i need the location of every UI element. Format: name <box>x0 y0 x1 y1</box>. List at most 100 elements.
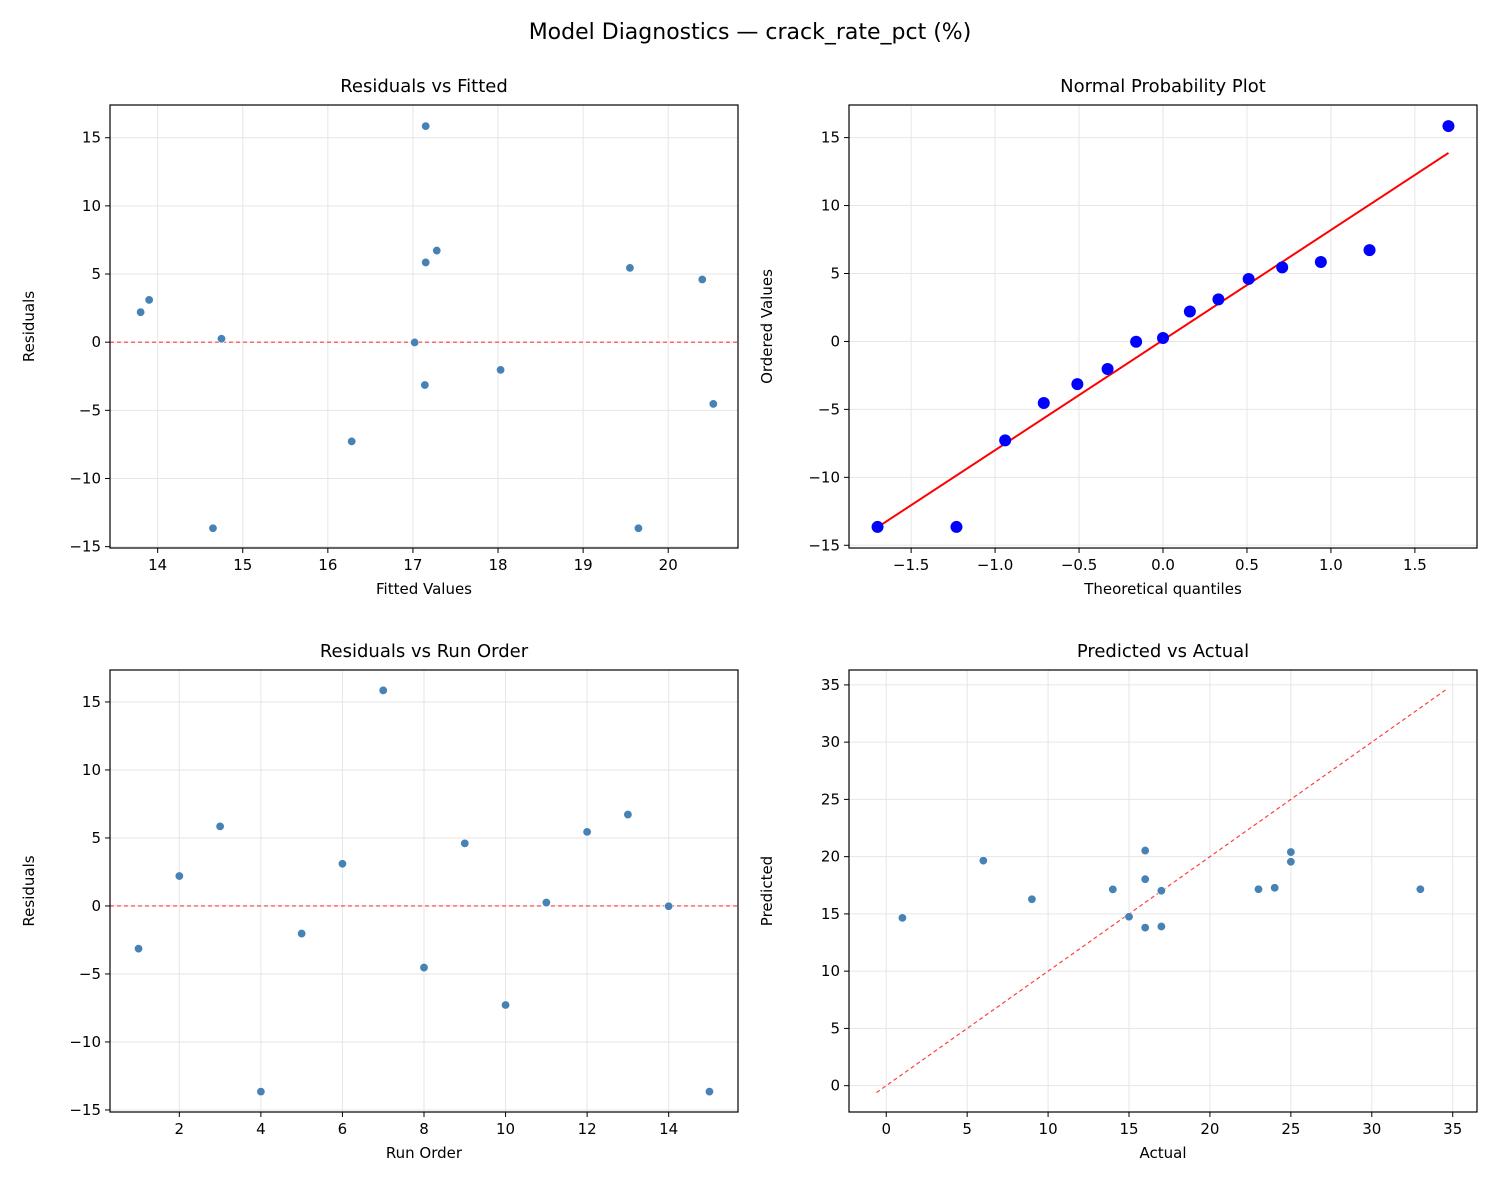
data-point <box>623 810 633 820</box>
data-point <box>1124 912 1134 922</box>
x-tick-label: −1.0 <box>977 556 1013 574</box>
data-point <box>999 434 1012 447</box>
y-tick-label: 35 <box>821 676 840 694</box>
data-point <box>460 838 470 848</box>
y-tick-label: 10 <box>821 962 840 980</box>
y-tick-label: 5 <box>830 1019 840 1037</box>
y-tick-label: −15 <box>69 1101 101 1119</box>
data-point <box>897 913 907 923</box>
y-tick-label: −5 <box>79 965 101 983</box>
x-axis-label: Actual <box>1140 1144 1187 1162</box>
data-point <box>1363 244 1376 257</box>
subplot-4: 0 5 10 15 20 25 30 35 0 5 10 15 20 25 30 35 Predicted vs… <box>758 641 1478 1162</box>
y-tick-label: 5 <box>830 265 840 283</box>
x-tick-label: 16 <box>318 556 337 574</box>
y-tick-label: −10 <box>808 468 840 486</box>
y-tick-label: 25 <box>821 790 840 808</box>
y-tick-label: 0 <box>91 333 101 351</box>
x-tick-label: −1.5 <box>893 556 929 574</box>
y-axis-label: Ordered Values <box>758 269 776 384</box>
data-point <box>337 859 347 869</box>
subplot-title: Predicted vs Actual <box>1077 641 1249 662</box>
data-point <box>625 263 635 273</box>
data-point <box>1027 894 1037 904</box>
data-point <box>216 334 226 344</box>
data-point <box>1156 886 1166 896</box>
data-point <box>1314 255 1327 268</box>
data-point <box>1276 261 1289 274</box>
x-tick-label: 4 <box>256 1120 266 1138</box>
x-tick-label: 19 <box>574 556 593 574</box>
data-point <box>871 520 884 533</box>
data-point <box>420 380 430 390</box>
data-point <box>541 898 551 908</box>
x-tick-label: 1.0 <box>1319 556 1343 574</box>
y-tick-label: −5 <box>79 401 101 419</box>
x-tick-label: 20 <box>1200 1120 1219 1138</box>
data-point <box>1071 378 1084 391</box>
y-axis-label: Residuals <box>20 855 38 926</box>
y-tick-label: 5 <box>91 829 101 847</box>
data-point <box>1037 397 1050 410</box>
x-tick-label: 12 <box>578 1120 597 1138</box>
data-point <box>1242 272 1255 285</box>
x-tick-label: 35 <box>1443 1120 1462 1138</box>
x-tick-label: 0.0 <box>1151 556 1175 574</box>
data-point <box>256 1087 266 1097</box>
y-tick-label: 10 <box>821 197 840 215</box>
data-point <box>501 1000 511 1010</box>
x-axis-label: Theoretical quantiles <box>1083 580 1242 598</box>
data-point <box>1442 120 1455 133</box>
data-point <box>704 1087 714 1097</box>
data-point <box>582 827 592 837</box>
x-tick-label: 15 <box>1119 1120 1138 1138</box>
x-tick-label: −0.5 <box>1061 556 1097 574</box>
x-tick-label: 14 <box>659 1120 678 1138</box>
data-point <box>208 523 218 533</box>
subplot-1: 14 15 16 17 18 19 20 −15 −10 −5 0 5 10 15 Residuals vs… <box>20 76 739 598</box>
y-tick-label: −15 <box>69 538 101 556</box>
x-axis-label: Run Order <box>386 1144 463 1162</box>
data-point <box>297 929 307 939</box>
data-point <box>1140 846 1150 856</box>
x-tick-label: 8 <box>419 1120 429 1138</box>
data-point <box>136 307 146 317</box>
y-tick-label: −10 <box>69 469 101 487</box>
data-point <box>174 871 184 881</box>
data-point <box>708 399 718 409</box>
axes-frame <box>109 104 739 549</box>
data-point <box>1183 305 1196 318</box>
x-axis-label: Fitted Values <box>376 580 472 598</box>
x-tick-label: 17 <box>403 556 422 574</box>
data-point <box>1415 884 1425 894</box>
data-point <box>633 523 643 533</box>
y-tick-label: 15 <box>821 129 840 147</box>
axes-frame <box>109 669 739 1113</box>
data-point <box>144 295 154 305</box>
data-point <box>1253 884 1263 894</box>
data-point <box>1130 335 1143 348</box>
data-point <box>215 821 225 831</box>
y-tick-label: 10 <box>82 761 101 779</box>
x-tick-label: 1.5 <box>1403 556 1427 574</box>
y-tick-label: 15 <box>82 129 101 147</box>
y-axis-label: Predicted <box>758 856 776 926</box>
data-point <box>664 901 674 911</box>
data-point <box>1156 921 1166 931</box>
data-point <box>1140 874 1150 884</box>
identity-reference-line <box>876 688 1447 1094</box>
data-point <box>1270 883 1280 893</box>
x-tick-label: 25 <box>1281 1120 1300 1138</box>
data-point <box>697 274 707 284</box>
data-point <box>1286 847 1296 857</box>
x-tick-label: 30 <box>1362 1120 1381 1138</box>
subplot-title: Residuals vs Fitted <box>340 76 508 97</box>
data-point <box>432 246 442 256</box>
y-tick-label: 15 <box>821 905 840 923</box>
subplot-title: Residuals vs Run Order <box>320 641 529 662</box>
data-point <box>410 337 420 347</box>
x-tick-label: 10 <box>1039 1120 1058 1138</box>
axes-frame <box>848 104 1478 549</box>
x-tick-label: 0.5 <box>1235 556 1259 574</box>
